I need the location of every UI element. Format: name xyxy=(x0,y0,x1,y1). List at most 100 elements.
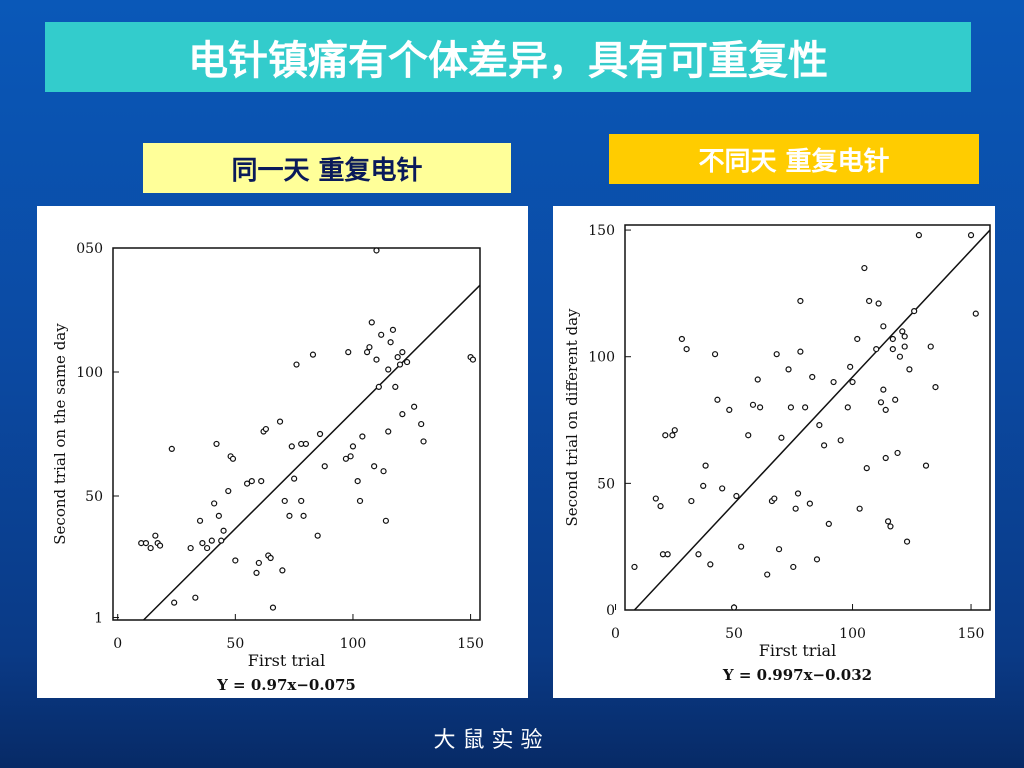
point xyxy=(385,428,392,435)
point xyxy=(396,361,404,368)
point xyxy=(932,384,939,391)
point xyxy=(771,495,778,502)
point xyxy=(754,376,761,383)
point xyxy=(291,475,298,482)
y-tick-label: 150 xyxy=(588,223,615,239)
point xyxy=(875,300,882,307)
point xyxy=(262,425,270,433)
x-tick-label: 0 xyxy=(113,636,122,652)
point xyxy=(922,462,930,469)
x-tick-label: 150 xyxy=(457,636,484,652)
point xyxy=(267,554,274,562)
point xyxy=(279,567,286,574)
point xyxy=(657,503,664,510)
point xyxy=(671,427,678,434)
point xyxy=(211,500,218,507)
point xyxy=(813,556,821,563)
point xyxy=(764,571,771,578)
point xyxy=(877,399,885,406)
annotation: Y = 0.97x−0.075 xyxy=(216,676,356,694)
point xyxy=(288,443,295,450)
point xyxy=(825,520,832,527)
point xyxy=(373,356,380,363)
point xyxy=(469,356,477,363)
point xyxy=(420,438,427,445)
point xyxy=(220,527,227,534)
point xyxy=(884,518,892,525)
point xyxy=(215,512,222,519)
point xyxy=(683,346,690,353)
point xyxy=(366,344,373,351)
point xyxy=(927,343,934,350)
point xyxy=(903,538,911,545)
point xyxy=(403,358,411,366)
point xyxy=(794,490,802,497)
chart: 0 50 100 150 0 50 100 150 First trial Y = 0.997x−… xyxy=(553,206,995,698)
point xyxy=(213,440,220,448)
panel-label: 同一天 重复电针 xyxy=(143,143,511,193)
point xyxy=(300,512,307,519)
plot-frame xyxy=(112,247,481,621)
y-tick-label: 1 xyxy=(94,611,103,627)
point xyxy=(281,497,288,505)
point xyxy=(849,378,856,386)
point xyxy=(354,478,361,485)
point xyxy=(797,297,804,305)
x-tick-label: 100 xyxy=(340,636,367,652)
y-tick-label: 100 xyxy=(76,365,103,381)
point xyxy=(187,544,194,552)
point xyxy=(286,512,293,519)
point xyxy=(243,480,251,487)
point xyxy=(678,335,685,343)
point xyxy=(688,497,695,505)
x-tick-label: 50 xyxy=(725,626,743,642)
point xyxy=(797,348,804,355)
point xyxy=(820,442,828,449)
point xyxy=(345,349,352,356)
point xyxy=(809,373,816,381)
point xyxy=(899,328,906,335)
point xyxy=(342,455,350,462)
point xyxy=(778,434,785,441)
point xyxy=(967,232,975,239)
point xyxy=(171,599,178,606)
point xyxy=(664,551,671,558)
point xyxy=(861,264,868,272)
point xyxy=(631,563,638,571)
point xyxy=(882,406,889,414)
point xyxy=(309,351,317,358)
point xyxy=(714,396,721,403)
point xyxy=(269,604,277,611)
point xyxy=(276,418,284,425)
point xyxy=(802,404,809,411)
point xyxy=(356,497,364,505)
x-tick-label: 150 xyxy=(958,626,985,642)
point xyxy=(887,523,894,530)
point xyxy=(168,445,175,452)
point xyxy=(371,463,378,470)
point xyxy=(387,339,394,346)
annotation: Y = 0.997x−0.032 xyxy=(722,666,872,684)
y-axis-label: Second trial on different day xyxy=(563,308,581,527)
point xyxy=(892,396,899,403)
point xyxy=(880,323,887,330)
plot-frame xyxy=(624,224,991,611)
point xyxy=(830,378,837,386)
point xyxy=(375,383,382,390)
point xyxy=(385,366,392,373)
point xyxy=(915,232,922,239)
point xyxy=(232,557,239,564)
point xyxy=(152,532,159,539)
point xyxy=(147,544,154,552)
point xyxy=(882,454,889,462)
x-tick-label: 0 xyxy=(611,626,620,642)
point xyxy=(847,363,854,370)
point xyxy=(373,247,380,254)
trend-line xyxy=(143,284,481,621)
point xyxy=(901,333,908,340)
point xyxy=(906,366,913,373)
point xyxy=(196,517,204,524)
point xyxy=(399,349,406,356)
y-axis-label: Second trial on the same day xyxy=(51,323,69,545)
point xyxy=(894,449,901,457)
